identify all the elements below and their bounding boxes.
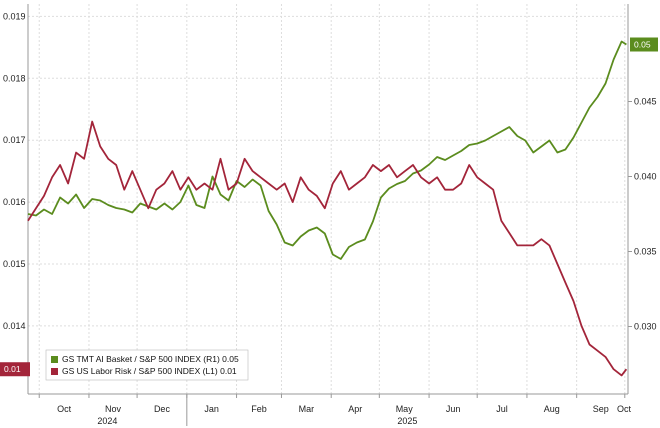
series-line-ai-basket <box>27 40 627 260</box>
legend-box <box>45 349 249 381</box>
legend-swatch-labor-risk <box>51 368 58 375</box>
series <box>27 40 628 377</box>
x-month-label: Mar <box>299 404 315 414</box>
x-month-label: May <box>396 404 414 414</box>
last-value-badges: 0.05 0.01 <box>0 37 658 377</box>
y-left-tick-label: 0.014 <box>3 321 26 331</box>
y-left-tick-label: 0.015 <box>3 259 26 269</box>
x-month-label: Jul <box>496 404 508 414</box>
x-month-label: Apr <box>348 404 362 414</box>
series-line-labor-risk <box>27 120 628 377</box>
y-right-tick-label: 0.040 <box>634 172 657 182</box>
y-right-tick-label: 0.035 <box>634 247 657 257</box>
axes <box>27 4 632 426</box>
legend-swatch-ai-basket <box>51 356 58 363</box>
legend: GS TMT AI Basket / S&P 500 INDEX (R1) 0.… <box>45 349 249 381</box>
x-month-label: Sep <box>593 404 609 414</box>
x-month-label: Feb <box>251 404 267 414</box>
y-left-tick-label: 0.019 <box>3 11 26 21</box>
legend-label-ai-basket: GS TMT AI Basket / S&P 500 INDEX (R1) 0.… <box>62 354 239 364</box>
legend-label-labor-risk: GS US Labor Risk / S&P 500 INDEX (L1) 0.… <box>62 366 237 376</box>
last-value-label-ai-basket: 0.05 <box>634 40 651 50</box>
y-right-tick-label: 0.045 <box>634 97 657 107</box>
x-year-label: 2025 <box>397 416 417 426</box>
x-month-label: Aug <box>544 404 560 414</box>
last-value-label-labor-risk: 0.01 <box>4 364 21 374</box>
grid <box>28 4 628 394</box>
last-value-badge-ai-basket <box>630 37 658 52</box>
y-left-tick-label: 0.016 <box>3 197 26 207</box>
x-month-label: Dec <box>154 404 171 414</box>
y-right-tick-label: 0.030 <box>634 322 657 332</box>
y-left-tick-label: 0.017 <box>3 135 26 145</box>
y-left-tick-label: 0.018 <box>3 73 26 83</box>
x-month-label: Jan <box>204 404 219 414</box>
x-month-label: Oct <box>57 404 72 414</box>
x-month-label: Oct <box>617 404 632 414</box>
x-year-label: 2024 <box>97 416 117 426</box>
x-month-label: Nov <box>105 404 122 414</box>
tick-labels: 0.014 0.015 0.016 0.017 0.018 0.019 0.030 0.035… <box>3 11 657 426</box>
x-month-label: Jun <box>446 404 461 414</box>
last-value-badge-labor-risk <box>0 362 30 377</box>
